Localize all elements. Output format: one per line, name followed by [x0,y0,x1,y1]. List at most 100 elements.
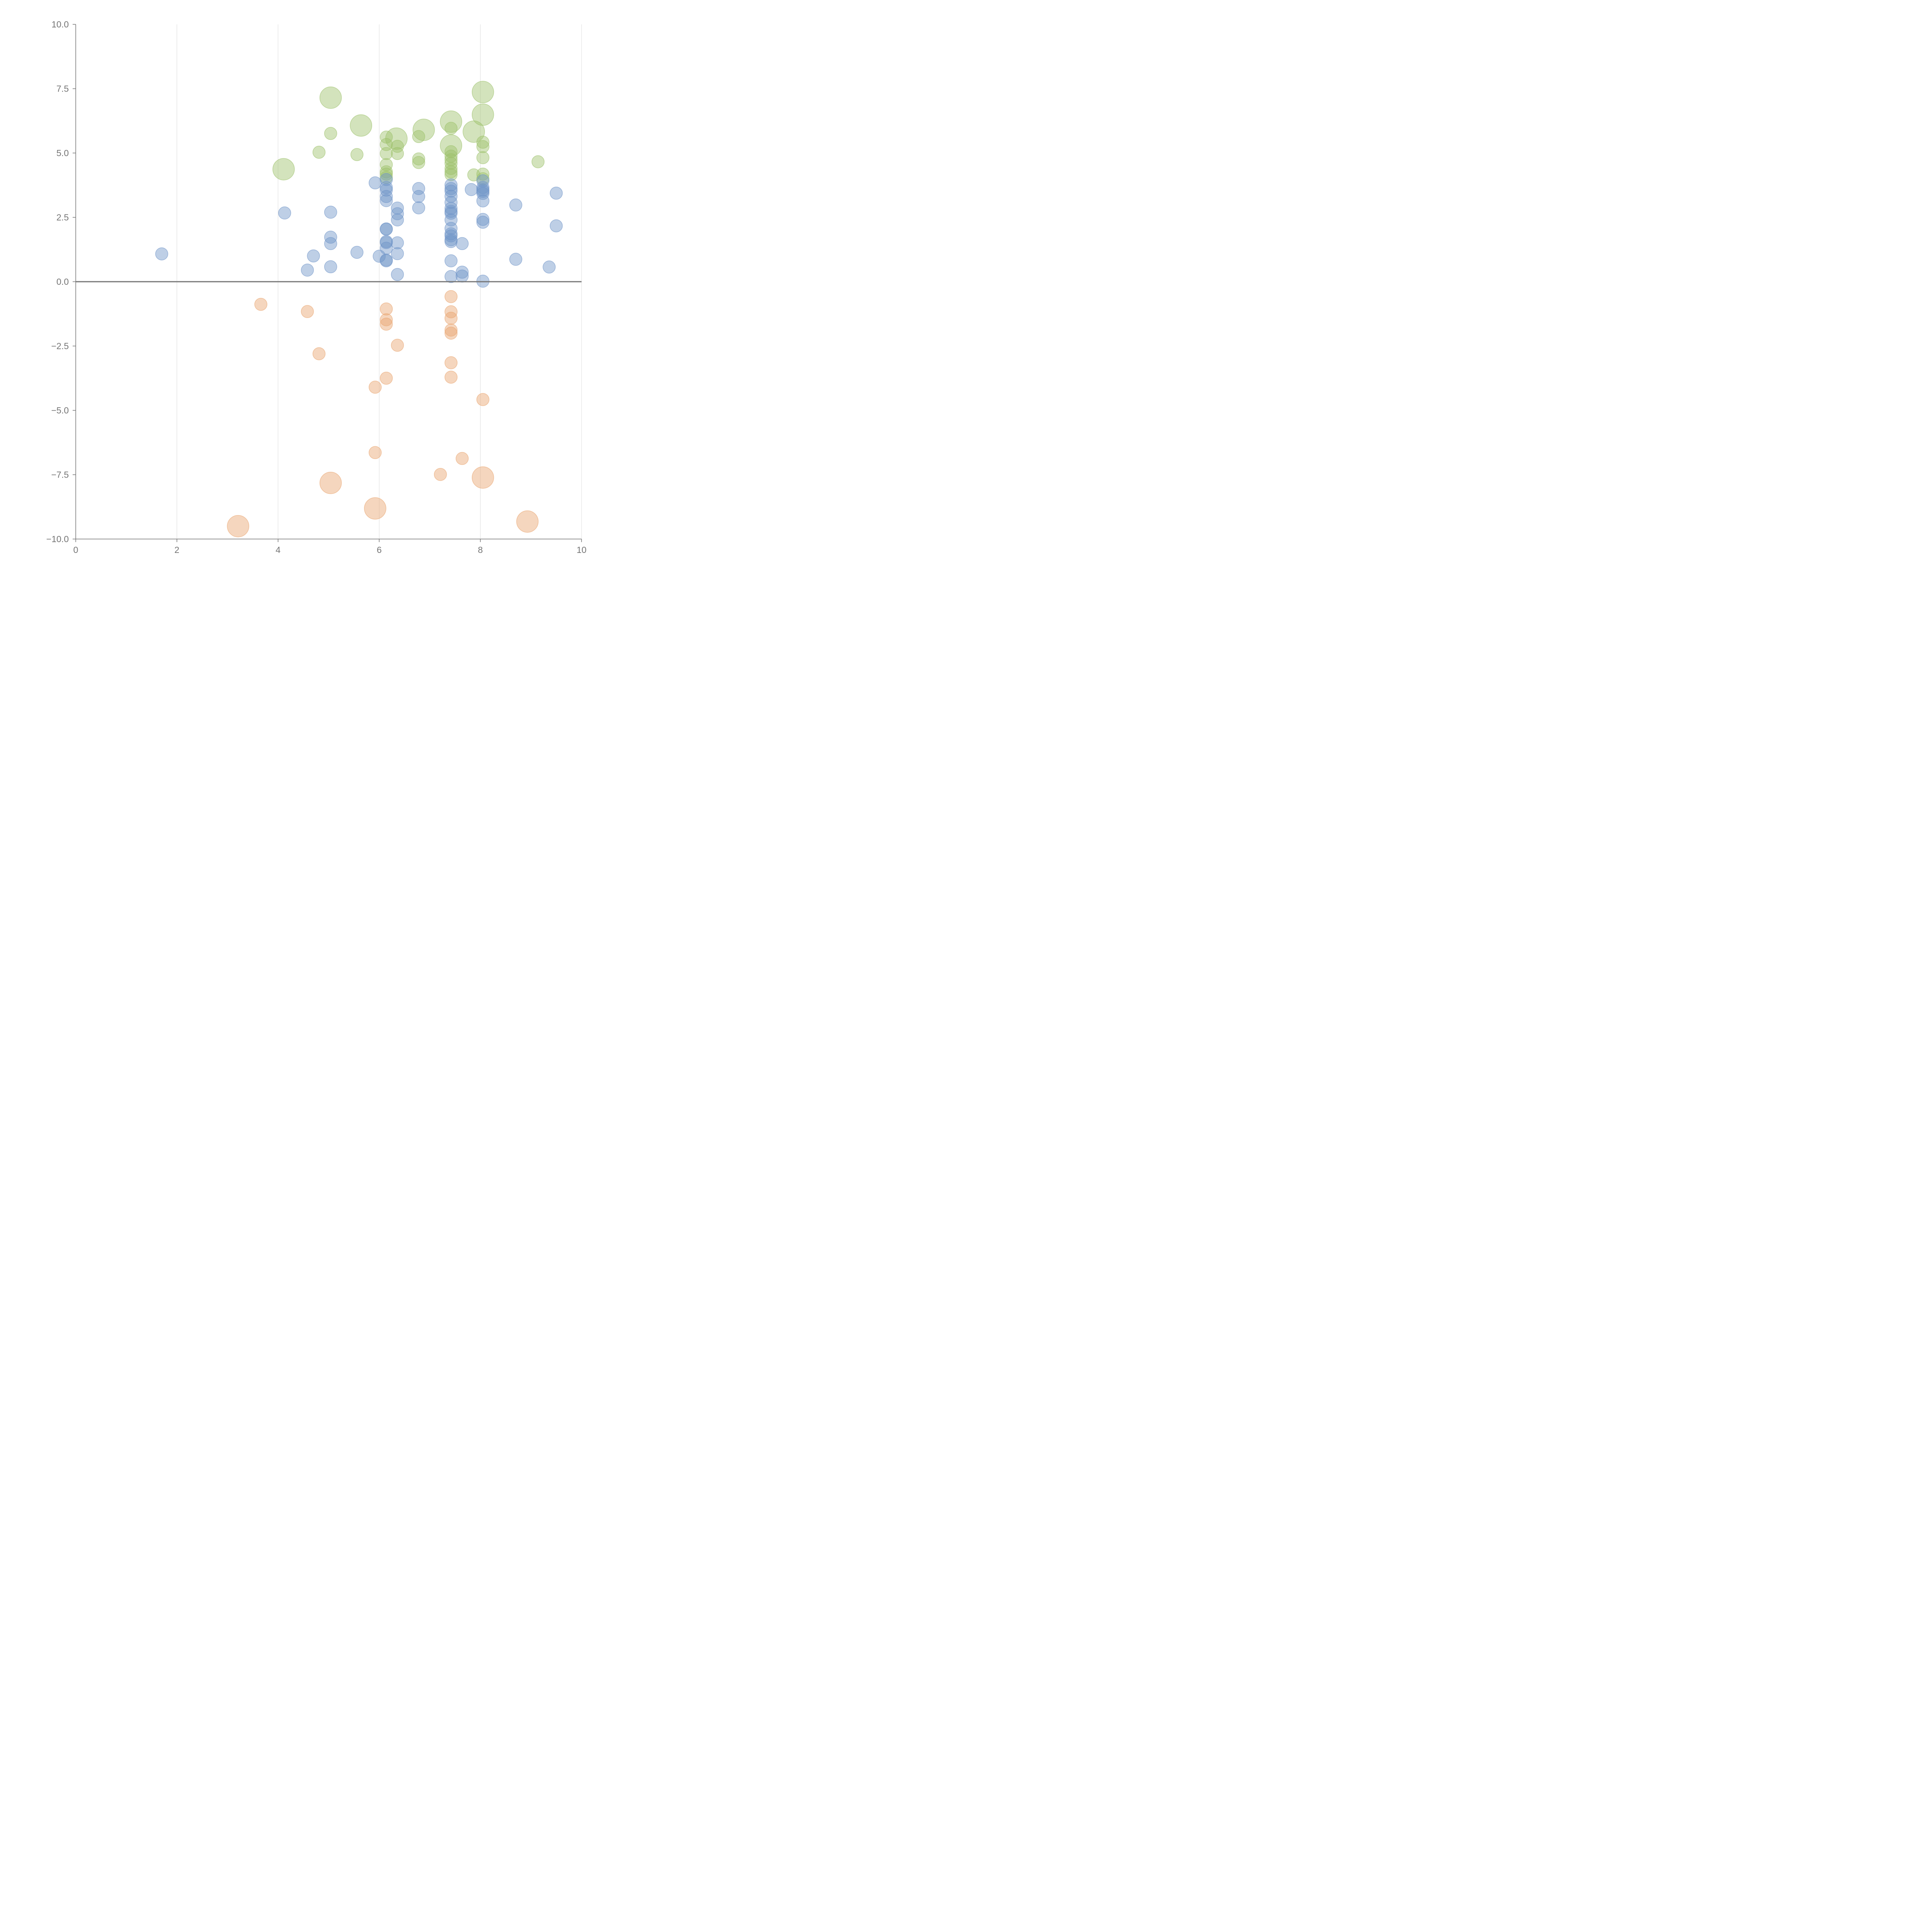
x-tick-label-6: 6 [377,545,382,555]
green-point-39 [531,155,545,168]
orange-point-1 [301,305,314,318]
green-point-9 [272,158,295,180]
blue-point-19 [379,236,393,249]
blue-point-27 [391,247,404,260]
green-point-6 [471,81,494,103]
blue-point-57 [476,194,490,207]
blue-point-9 [369,176,382,190]
orange-point-0 [254,298,267,311]
blue-point-58 [476,213,490,226]
green-point-13 [379,130,393,144]
blue-point-59 [476,216,490,229]
blue-point-45 [444,235,458,248]
orange-point-11 [444,290,458,303]
green-point-1 [350,114,372,137]
green-point-20 [391,139,404,153]
green-point-16 [379,158,393,171]
blue-point-63 [543,260,556,274]
blue-point-22 [379,254,393,267]
x-tick-label-2: 2 [174,545,179,555]
blue-point-15 [379,194,393,207]
orange-point-16 [444,356,458,369]
green-point-0 [319,87,342,109]
orange-point-17 [444,371,458,384]
blue-point-6 [324,237,337,250]
green-point-11 [312,146,326,159]
points [155,81,563,537]
orange-point-8 [379,372,393,385]
green-point-24 [412,156,425,169]
blue-point-46 [444,254,458,267]
orange-point-21 [319,472,342,494]
green-point-25 [444,122,458,135]
blue-point-25 [391,213,404,226]
blue-point-37 [444,202,458,215]
blue-point-29 [412,182,425,195]
orange-point-3 [369,381,382,394]
orange-point-9 [391,338,404,352]
blue-point-7 [324,260,337,274]
blue-point-61 [509,198,522,212]
blue-point-0 [155,247,168,260]
blue-point-39 [444,207,458,220]
green-point-14 [379,138,393,151]
green-point-34 [476,136,490,149]
x-tick-label-8: 8 [478,545,483,555]
blue-point-47 [444,270,458,283]
y-tick-label--10: −10.0 [46,534,69,544]
y-tick-label--5: −5.0 [51,405,69,415]
blue-point-48 [456,237,469,250]
orange-point-10 [434,468,447,481]
blue-point-14 [379,190,393,203]
blue-point-49 [456,265,469,279]
orange-point-7 [379,318,393,331]
y-tick-label-5: 5.0 [56,148,69,158]
blue-point-64 [549,187,563,200]
blue-point-34 [444,184,458,198]
green-point-32 [444,168,458,181]
y-tick-label-7.5: 7.5 [56,84,69,94]
x-tick-label-4: 4 [276,545,281,555]
x-ticks: 0 2 4 6 8 10 [73,539,587,555]
green-point-12 [350,148,364,161]
blue-point-31 [412,201,425,214]
orange-point-20 [227,515,249,537]
blue-point-3 [307,249,320,263]
green-point-35 [476,140,490,153]
orange-point-15 [444,327,458,340]
orange-point-5 [379,302,393,316]
y-tick-label--2.5: −2.5 [51,341,69,351]
blue-point-51 [464,183,478,196]
green-point-37 [476,167,490,181]
blue-point-43 [444,229,458,243]
blue-point-2 [301,264,314,277]
y-tick-label-2.5: 2.5 [56,213,69,223]
blue-point-26 [391,236,404,250]
blue-point-17 [379,223,393,236]
green-point-21 [391,147,404,160]
bubble-chart: 0 2 4 6 8 10 10.0 7.5 5.0 2.5 0.0 −2.5 −5.0 −7.5 −10.… [46,19,587,555]
blue-point-8 [350,246,364,259]
blue-point-41 [444,222,458,235]
blue-point-11 [379,173,393,186]
y-tick-label-0: 0.0 [56,277,69,287]
blue-point-4 [324,206,337,219]
orange-point-19 [476,393,490,406]
green-point-26 [444,145,458,158]
orange-point-14 [444,323,458,337]
blue-point-65 [549,219,563,233]
orange-point-23 [471,466,494,489]
green-point-3 [412,119,435,141]
green-point-10 [324,127,337,140]
orange-point-6 [379,313,393,327]
blue-point-20 [379,242,393,255]
x-tick-label-0: 0 [73,545,78,555]
orange-point-13 [444,311,458,325]
blue-point-28 [391,268,404,281]
green-point-36 [476,151,490,164]
x-tick-label-10: 10 [577,545,587,555]
orange-point-2 [312,347,326,361]
orange-point-24 [516,510,539,533]
orange-point-18 [456,452,469,465]
green-point-15 [379,147,393,160]
